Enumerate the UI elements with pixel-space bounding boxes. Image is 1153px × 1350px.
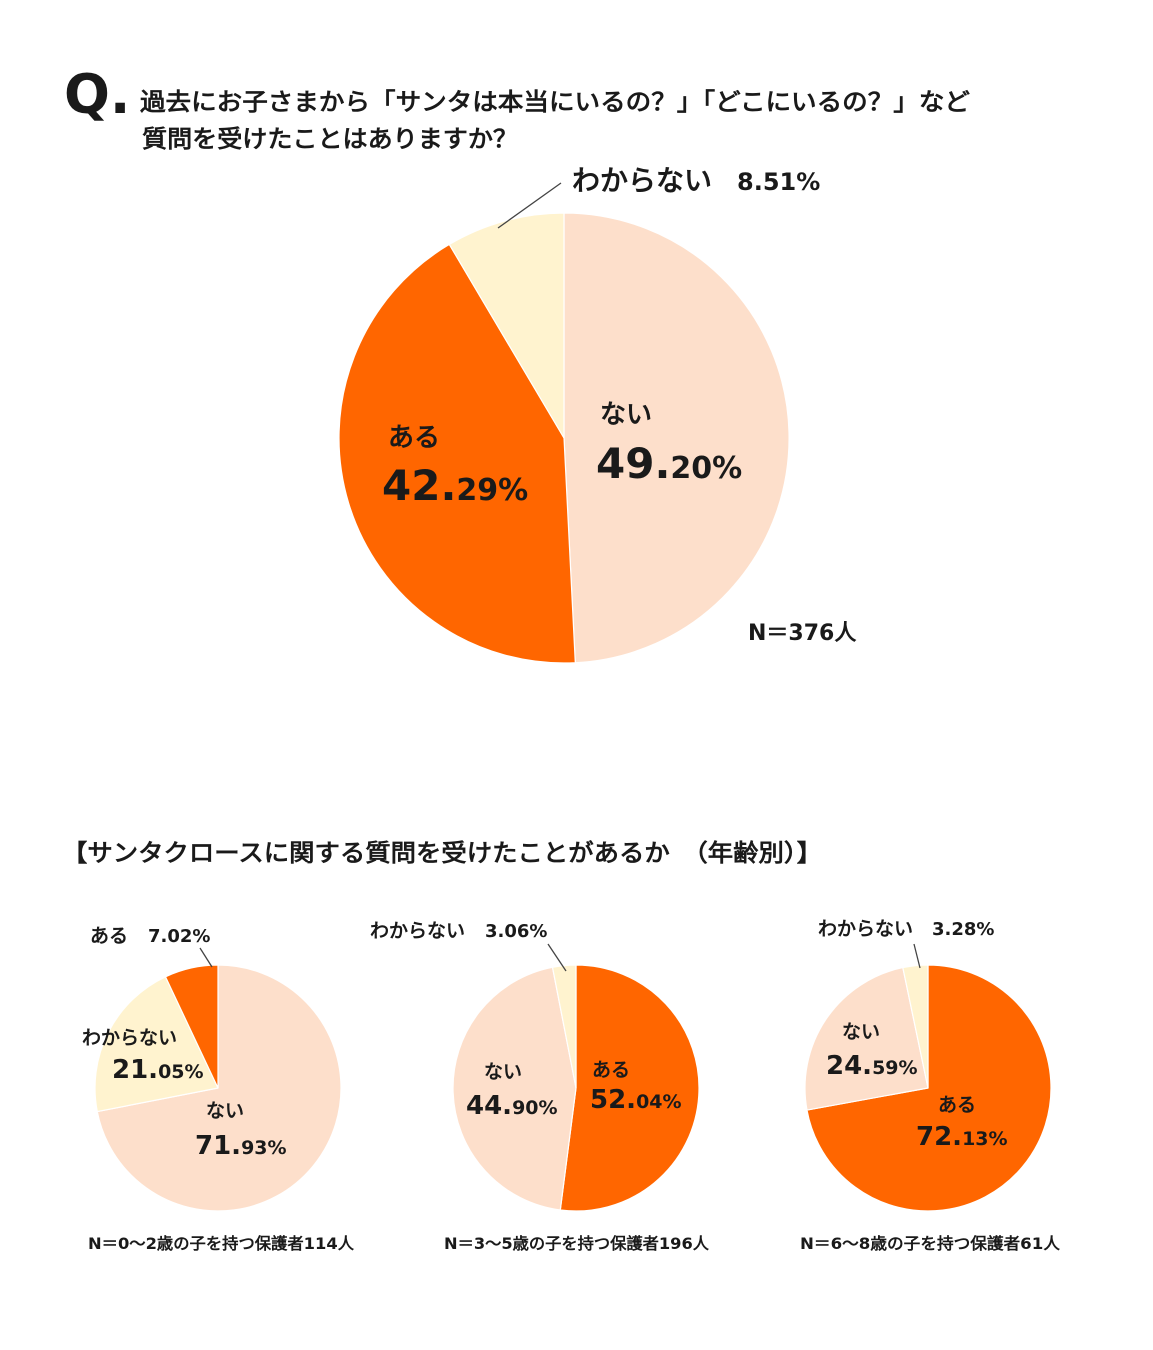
leader-line-wakaranai [497, 182, 562, 229]
slice-label-nai: ない [600, 400, 652, 430]
question-mark: Q. [64, 63, 130, 126]
pie-slice-nai [96, 964, 342, 1212]
pie-slice-wakaranai [448, 212, 565, 439]
slice-label-wakaranai: わからない [82, 1027, 177, 1049]
pie-slice-nai [804, 967, 929, 1111]
slice-value-integer: 24. [826, 1051, 872, 1081]
slice-label-aru: ある [938, 1094, 976, 1116]
pie-charts: ない 49.20% ある 42.29% わからない 8.51% ない 71.93% わからない 2… [82, 164, 1052, 1212]
slice-value-decimal: 90% [512, 1097, 557, 1119]
slice-value-aru: 72.13% [916, 1122, 1008, 1152]
slice-value-integer: 42. [382, 461, 456, 510]
pie-chart: ある 72.13% ない 24.59% わからない 3.28% [804, 918, 1052, 1212]
slice-label-aru: ある [388, 423, 440, 453]
pie-slice-wakaranai [551, 964, 577, 1089]
pie-chart: ある 52.04% ない 44.90% わからない 3.06% [370, 920, 700, 1212]
slice-value-wakaranai: 3.06% [485, 921, 547, 942]
slice-value-aru: 42.29% [382, 461, 528, 510]
pie-caption-age-0-2: N＝0〜2歳の子を持つ保護者114人 [88, 1234, 355, 1253]
leader-line-wakaranai [547, 943, 567, 972]
pie-slice-aru [164, 964, 219, 1089]
leader-line-aru [199, 947, 213, 968]
pie-slice-wakaranai [94, 976, 219, 1113]
pie-slice-nai [452, 966, 577, 1211]
slice-value-decimal: 05% [158, 1061, 203, 1083]
slice-value-wakaranai: 3.28% [932, 919, 994, 940]
pie-slices [452, 964, 700, 1212]
slice-label-nai: ない [206, 1100, 244, 1122]
slice-value-integer: 52. [590, 1085, 636, 1115]
slice-value-integer: 44. [466, 1091, 512, 1121]
slice-value-decimal: 04% [636, 1091, 681, 1113]
slice-value-integer: 71. [195, 1131, 241, 1161]
slice-value-nai: 24.59% [826, 1051, 918, 1081]
slice-label-nai: ない [484, 1061, 522, 1083]
pie-slice-wakaranai [902, 964, 929, 1089]
question-line-1: 過去にお子さまから「サンタは本当にいるの？」「どこにいるの？」など [140, 88, 970, 116]
pie-slices [804, 964, 1052, 1212]
slice-value-decimal: 20% [670, 451, 742, 486]
slice-label-nai: ない [842, 1021, 880, 1043]
pie-caption-age-3-5: N＝3〜5歳の子を持つ保護者196人 [444, 1234, 710, 1253]
pie-caption-age-6-8: N＝6〜8歳の子を持つ保護者61人 [800, 1234, 1061, 1253]
leader-line-wakaranai [913, 943, 921, 969]
slice-label-wakaranai: わからない [370, 920, 465, 942]
slice-value-nai: 71.93% [195, 1131, 287, 1161]
slice-value-decimal: 13% [962, 1128, 1007, 1150]
sample-size-label: N＝376人 [748, 621, 856, 646]
pie-slice-aru [559, 964, 700, 1212]
slice-value-aru: 7.02% [148, 926, 210, 947]
question-line-2: 質問を受けたことはありますか？ [142, 125, 518, 153]
slice-value-decimal: 59% [872, 1057, 917, 1079]
slice-value-wakaranai: 8.51% [737, 168, 820, 196]
slice-value-integer: 21. [112, 1055, 158, 1085]
slice-value-decimal: 93% [241, 1137, 286, 1159]
pie-slice-aru [806, 964, 1052, 1212]
slice-label-wakaranai: わからない [572, 164, 712, 197]
pie-slices [94, 964, 342, 1212]
slice-label-wakaranai: わからない [818, 918, 913, 940]
slice-value-wakaranai: 21.05% [112, 1055, 204, 1085]
pie-chart: ない 71.93% わからない 21.05% ある 7.02% [82, 925, 342, 1212]
slice-value-integer: 72. [916, 1122, 962, 1152]
section-title: 【サンタクロースに関する質問を受けたことがあるか （年齢別）】 [62, 839, 822, 867]
pie-slice-aru [338, 243, 576, 664]
slice-label-aru: ある [90, 925, 128, 947]
slice-value-nai: 49.20% [596, 439, 742, 488]
slice-value-aru: 52.04% [590, 1085, 682, 1115]
slice-value-nai: 44.90% [466, 1091, 558, 1121]
slice-label-aru: ある [592, 1059, 630, 1081]
slice-value-decimal: 29% [456, 473, 528, 508]
slice-value-integer: 49. [596, 439, 670, 488]
pie-slice-nai [563, 212, 790, 664]
pie-slices [338, 212, 790, 664]
pie-chart: ない 49.20% ある 42.29% わからない 8.51% [338, 164, 820, 664]
